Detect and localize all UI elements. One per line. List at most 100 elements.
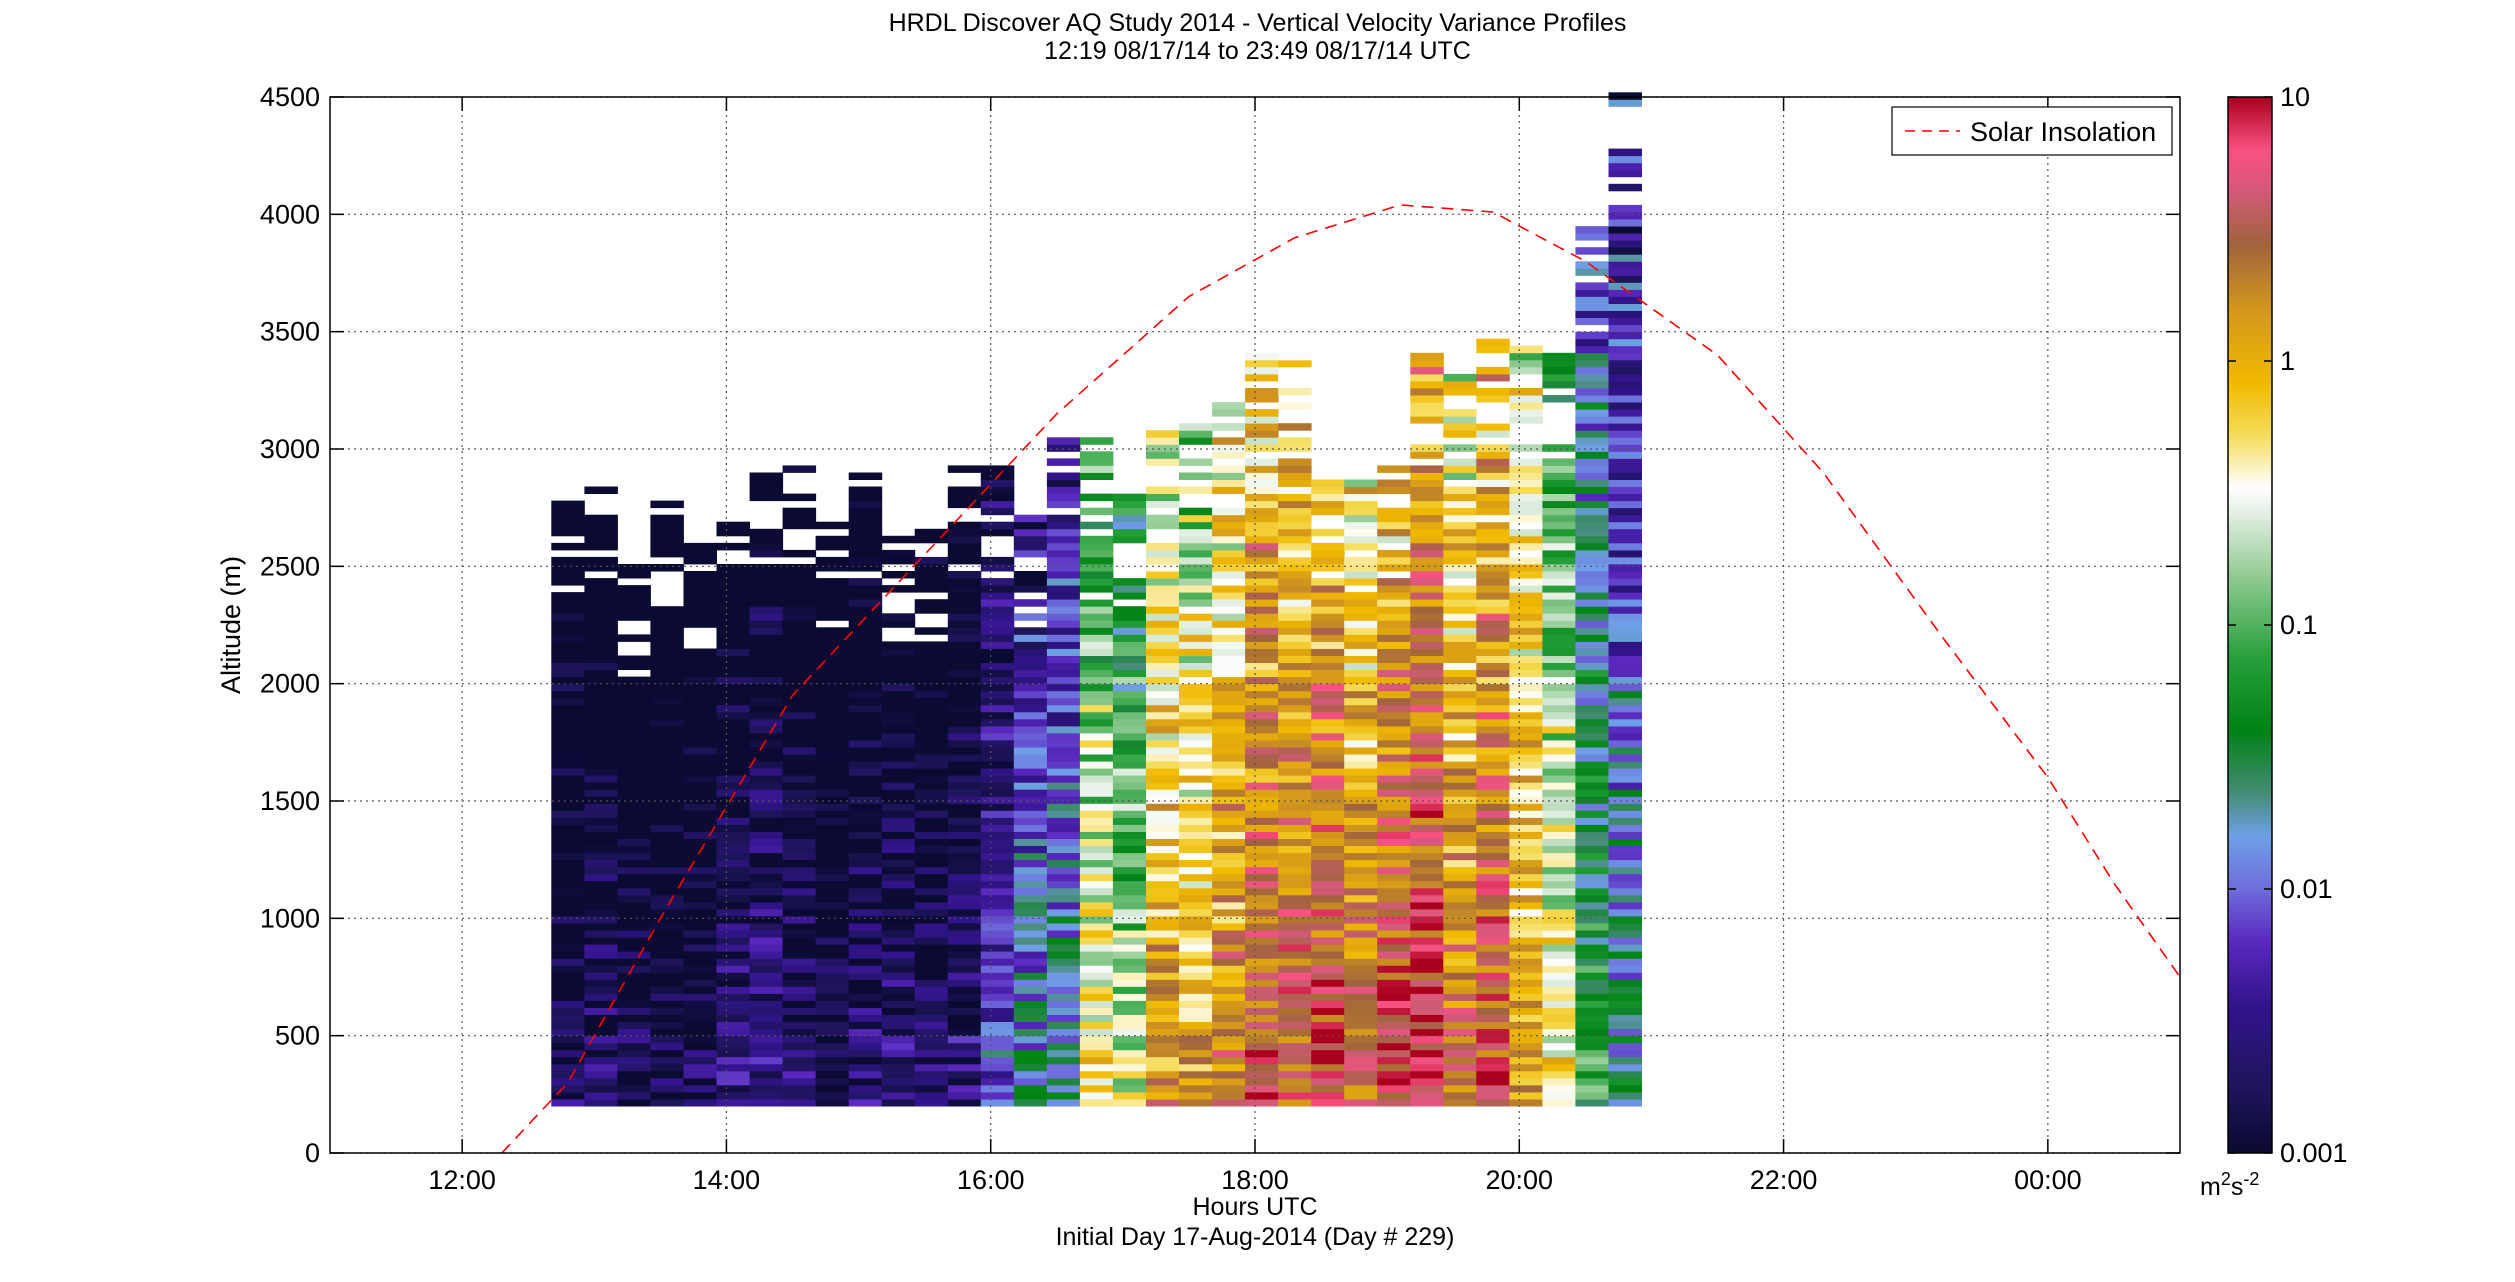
heatmap-cell [947,775,982,783]
heatmap-cell [1212,761,1246,769]
heatmap-cell [1608,219,1642,227]
heatmap-cell [1344,993,1378,1001]
heatmap-cell [815,930,850,938]
heatmap-cell [980,887,1015,896]
heatmap-cell [551,725,585,734]
heatmap-cell [947,845,982,854]
heatmap-cell [1212,740,1246,748]
x-axis-label-secondary: Initial Day 17-Aug-2014 (Day # 229) [1055,1223,1455,1251]
heatmap-cell [1079,549,1114,558]
heatmap-cell [782,754,817,762]
heatmap-cell [782,507,817,516]
heatmap-cell [749,1099,784,1107]
heatmap-cell [1212,451,1246,459]
heatmap-cell [1212,796,1246,804]
heatmap-cell [1575,451,1609,459]
y-tick-label: 1500 [260,786,320,816]
heatmap-cell [1542,965,1576,973]
heatmap-cell [1443,465,1477,473]
heatmap-cell [1245,697,1279,706]
heatmap-cell [1278,627,1312,635]
heatmap-cell [815,1035,850,1044]
heatmap-cell [683,831,717,839]
heatmap-cell [1542,585,1576,593]
heatmap-cell [1112,810,1147,818]
heatmap-cell [1112,789,1147,797]
heatmap-cell [1410,923,1444,931]
heatmap-cell [1278,732,1312,741]
heatmap-cell [1476,669,1510,678]
heatmap-cell [1476,796,1510,804]
heatmap-cell [1476,395,1510,403]
heatmap-cell [1179,676,1213,685]
heatmap-cell [1146,514,1180,523]
heatmap-cell [650,796,684,804]
heatmap-cell [1410,908,1444,917]
heatmap-cell [815,958,850,966]
heatmap-cell [584,824,618,832]
heatmap-cell [1344,669,1378,678]
heatmap-cell [1079,1021,1114,1030]
heatmap-cell [1245,817,1279,825]
heatmap-cell [1410,1000,1444,1008]
heatmap-cell [1013,662,1048,670]
heatmap-cell [914,747,949,755]
heatmap-cell [914,789,949,797]
heatmap-cell [1344,514,1378,523]
heatmap-cell [1509,507,1543,516]
heatmap-cell [1179,641,1213,649]
heatmap-cell [584,627,618,635]
heatmap-cell [1410,796,1444,804]
heatmap-cell [650,761,684,769]
heatmap-cell [1476,880,1510,889]
heatmap-cell [551,1014,585,1022]
heatmap-cell [1311,507,1345,516]
heatmap-cell [815,761,850,769]
heatmap-cell [1013,1063,1048,1072]
heatmap-cell [1311,711,1345,720]
heatmap-cell [782,1014,817,1022]
heatmap-cell [1245,486,1279,494]
heatmap-cell [1575,261,1609,269]
heatmap-cell [980,507,1015,516]
heatmap-cell [980,796,1015,804]
heatmap-cell [980,1049,1015,1058]
heatmap-cell [716,824,750,832]
heatmap-cell [1278,486,1312,494]
heatmap-cell [848,845,883,854]
heatmap-cell [749,789,784,797]
heatmap-cell [1410,887,1444,896]
heatmap-cell [1278,564,1312,572]
heatmap-cell [683,592,717,600]
heatmap-cell [1146,521,1180,530]
heatmap-cell [1575,655,1609,663]
heatmap-cell [650,1092,684,1100]
heatmap-cell [1146,937,1180,945]
heatmap-cell [848,972,883,980]
heatmap-cell [1179,923,1213,931]
heatmap-cell [1278,402,1312,410]
heatmap-cell [1212,648,1246,656]
heatmap-cell [1046,500,1081,509]
heatmap-cell [584,578,618,586]
heatmap-cell [1377,930,1411,938]
heatmap-cell [1013,894,1048,903]
heatmap-cell [749,732,784,741]
heatmap-cell [1046,578,1081,586]
heatmap-cell [782,803,817,811]
heatmap-cell [1575,803,1609,811]
heatmap-cell [1575,908,1609,917]
heatmap-cell [1013,944,1048,952]
heatmap-cell [650,500,684,509]
heatmap-cell [1443,486,1477,494]
heatmap-cell [1443,894,1477,903]
heatmap-cell [584,697,618,706]
heatmap-cell [1344,493,1378,502]
heatmap-cell [1608,951,1642,959]
heatmap-cell [683,606,717,614]
heatmap-cell [1443,592,1477,600]
heatmap-cell [1344,556,1378,565]
heatmap-cell [980,958,1015,966]
heatmap-cell [1509,972,1543,980]
heatmap-cell [683,810,717,818]
